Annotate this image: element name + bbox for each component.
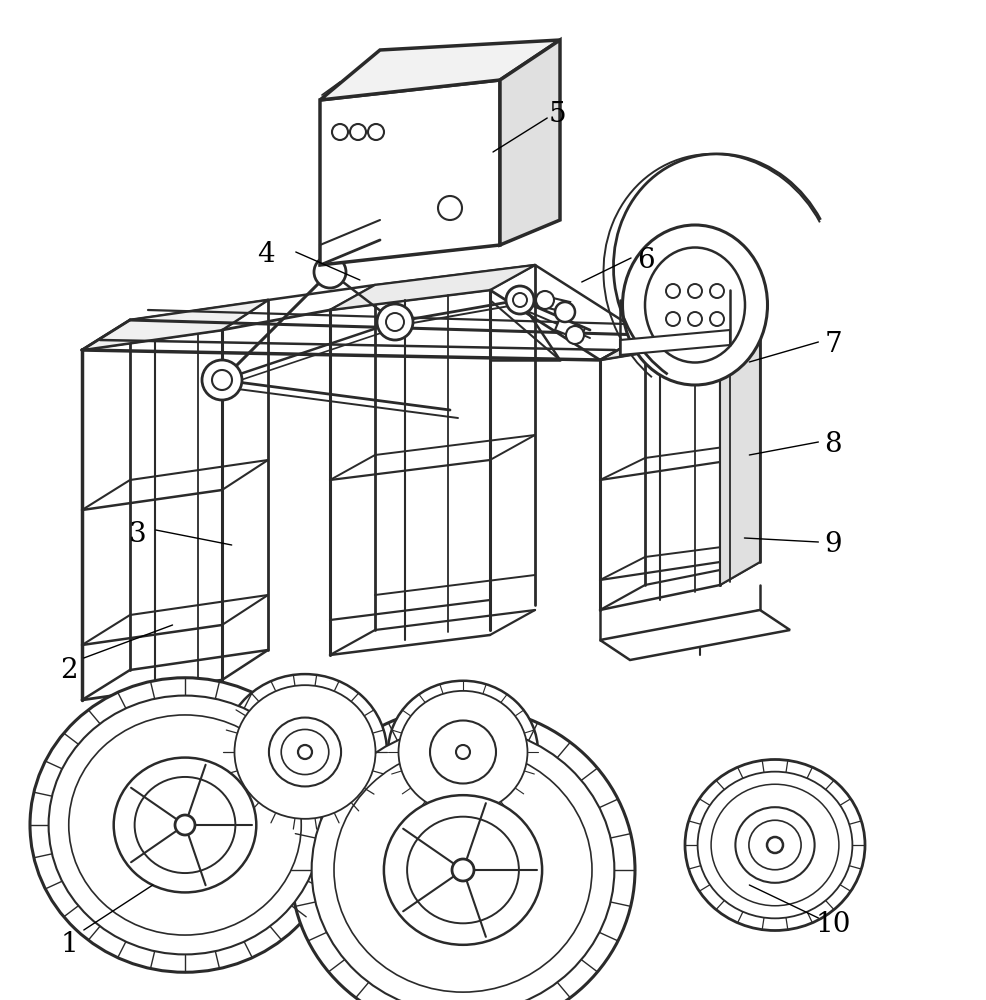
Polygon shape [600, 610, 790, 660]
Ellipse shape [398, 691, 528, 813]
Polygon shape [320, 80, 500, 265]
Text: 4: 4 [257, 241, 275, 268]
Polygon shape [320, 225, 500, 265]
Circle shape [710, 312, 724, 326]
Circle shape [377, 304, 413, 340]
Ellipse shape [269, 718, 341, 786]
Ellipse shape [30, 678, 340, 972]
Text: 6: 6 [637, 246, 655, 273]
Ellipse shape [312, 726, 614, 1000]
Text: 8: 8 [824, 432, 842, 458]
Polygon shape [600, 318, 760, 360]
Polygon shape [330, 265, 535, 310]
Text: 9: 9 [824, 532, 842, 558]
Circle shape [368, 124, 384, 140]
Ellipse shape [430, 720, 496, 784]
Ellipse shape [334, 748, 592, 992]
Polygon shape [500, 202, 560, 245]
Ellipse shape [622, 225, 767, 385]
Circle shape [566, 326, 584, 344]
Circle shape [536, 291, 554, 309]
Circle shape [202, 360, 242, 400]
Ellipse shape [711, 784, 839, 906]
Circle shape [688, 284, 702, 298]
Circle shape [386, 313, 404, 331]
Circle shape [710, 284, 724, 298]
Text: 10: 10 [815, 912, 851, 938]
Ellipse shape [135, 777, 236, 873]
Polygon shape [500, 40, 560, 245]
Circle shape [506, 286, 534, 314]
Circle shape [332, 124, 348, 140]
Ellipse shape [645, 247, 745, 362]
Ellipse shape [48, 696, 321, 954]
Ellipse shape [69, 715, 302, 935]
Text: 7: 7 [824, 332, 842, 359]
Ellipse shape [388, 681, 538, 823]
Ellipse shape [698, 772, 853, 918]
Ellipse shape [736, 807, 814, 883]
Polygon shape [535, 295, 570, 312]
Ellipse shape [384, 795, 542, 945]
Circle shape [314, 256, 346, 288]
Ellipse shape [407, 817, 519, 923]
Circle shape [298, 745, 312, 759]
Polygon shape [82, 300, 268, 350]
Text: 2: 2 [60, 656, 78, 684]
Circle shape [555, 302, 575, 322]
Circle shape [452, 859, 474, 881]
Text: 1: 1 [60, 932, 78, 958]
Circle shape [438, 196, 462, 220]
Ellipse shape [749, 820, 801, 870]
Text: 5: 5 [548, 102, 566, 128]
Circle shape [688, 312, 702, 326]
Polygon shape [555, 318, 585, 340]
Polygon shape [620, 330, 730, 355]
Ellipse shape [235, 685, 376, 819]
Ellipse shape [223, 674, 387, 830]
Ellipse shape [281, 729, 328, 775]
Circle shape [767, 837, 783, 853]
Ellipse shape [291, 707, 635, 1000]
Circle shape [513, 293, 527, 307]
Polygon shape [320, 40, 560, 100]
Circle shape [666, 312, 680, 326]
Ellipse shape [113, 758, 256, 892]
Ellipse shape [685, 760, 865, 930]
Circle shape [666, 284, 680, 298]
Circle shape [350, 124, 366, 140]
Polygon shape [720, 318, 760, 585]
Circle shape [456, 745, 470, 759]
Text: 3: 3 [129, 522, 147, 548]
Circle shape [212, 370, 232, 390]
Circle shape [175, 815, 195, 835]
